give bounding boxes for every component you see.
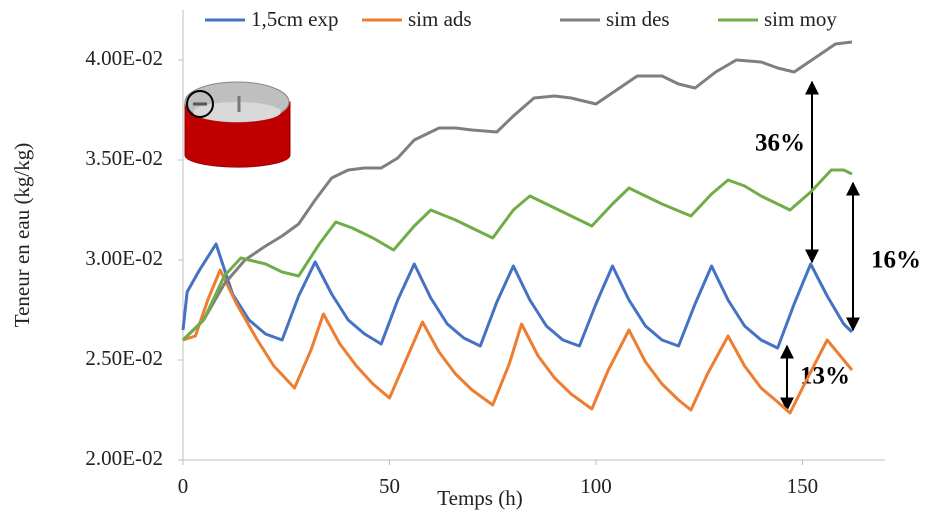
annotation: 36% xyxy=(755,130,805,157)
annotation: 16% xyxy=(871,247,921,274)
x-tick-label: 100 xyxy=(580,474,612,498)
series-line xyxy=(181,242,854,350)
legend-label: 1,5cm exp xyxy=(251,7,338,31)
y-tick-label: 3.00E-02 xyxy=(85,246,163,270)
x-axis-title: Temps (h) xyxy=(437,486,522,510)
legend-label: sim moy xyxy=(764,7,837,31)
series-line xyxy=(181,40,853,342)
x-tick-label: 0 xyxy=(178,474,189,498)
y-tick-label: 4.00E-02 xyxy=(85,46,163,70)
series-line xyxy=(181,168,853,342)
legend-label: sim des xyxy=(606,7,670,31)
series-line xyxy=(182,268,854,415)
y-tick-label: 2.50E-02 xyxy=(85,346,163,370)
y-tick-label: 3.50E-02 xyxy=(85,146,163,170)
x-tick-label: 50 xyxy=(379,474,400,498)
cylinder-icon xyxy=(184,81,291,168)
legend-label: sim ads xyxy=(408,7,472,31)
x-tick-label: 150 xyxy=(787,474,819,498)
y-tick-label: 2.00E-02 xyxy=(85,446,163,470)
y-axis-title: Teneur en eau (kg/kg) xyxy=(10,143,34,328)
